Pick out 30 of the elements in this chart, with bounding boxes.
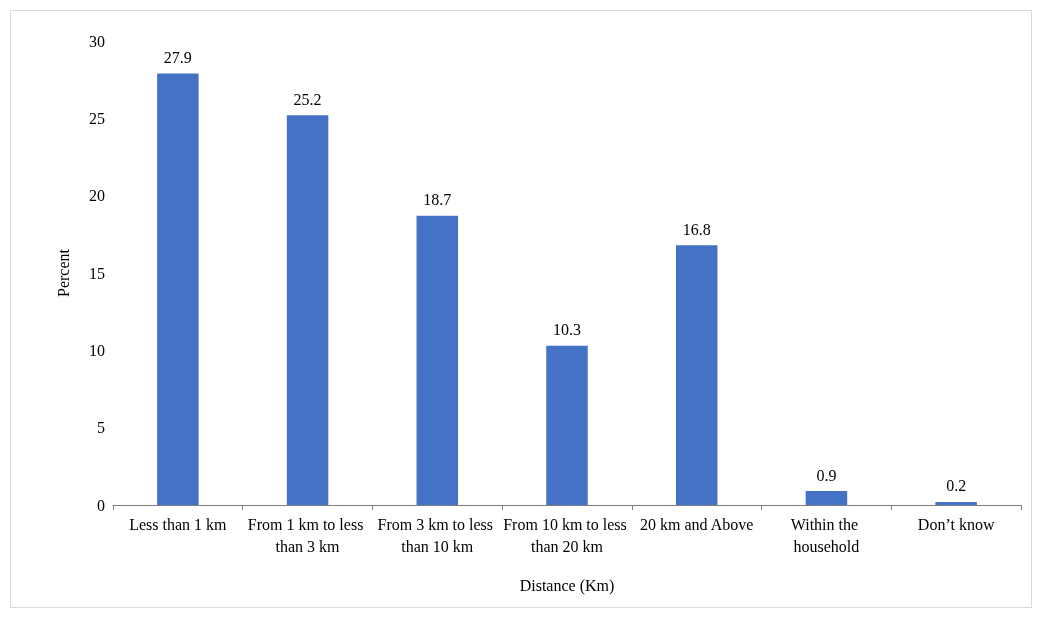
y-tick-label: 10 [89,341,105,359]
data-label: 18.7 [423,191,452,209]
data-label: 10.3 [553,321,581,339]
x-tick-label: Less than 1 km [129,515,228,533]
bar [416,215,459,505]
x-axis-title: Distance (Km) [519,576,615,595]
bar [675,245,718,505]
x-tick-label: From 10 km to less than 20 km [503,515,631,555]
y-axis-title: Percent [54,248,72,297]
x-tick-label: Don’t know [917,515,995,533]
y-tick-label: 5 [97,419,105,437]
bar [157,73,199,505]
data-label: 16.8 [682,220,711,238]
y-tick-label: 30 [89,32,105,50]
x-tick-label: From 3 km to less than 10 km [377,515,498,555]
data-label: 0.2 [946,477,967,495]
y-tick-label: 25 [89,109,105,127]
bar [805,491,848,505]
y-tick-label: 0 [97,496,105,514]
bar [546,345,588,505]
bar [935,501,977,505]
x-tick-label: 20 km and Above [640,515,754,533]
data-label: 27.9 [163,48,192,66]
y-tick-label: 15 [89,264,105,282]
data-label: 25.2 [293,90,322,108]
x-tick-label: Within the household [790,515,863,555]
x-tick-label: From 1 km to less than 3 km [247,515,368,555]
y-tick-label: 20 [89,187,105,205]
data-label: 0.9 [816,466,837,484]
bar [286,115,329,505]
